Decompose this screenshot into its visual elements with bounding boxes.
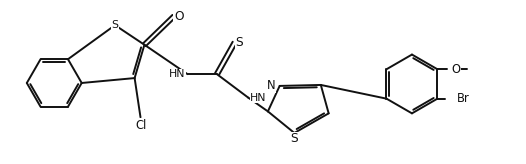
Text: S: S (236, 36, 244, 49)
Text: O: O (451, 63, 460, 76)
Text: S: S (112, 20, 118, 30)
Text: Br: Br (457, 92, 470, 105)
Text: S: S (290, 132, 298, 145)
Text: N: N (267, 79, 276, 92)
Text: HN: HN (169, 69, 186, 79)
Text: HN: HN (250, 93, 267, 103)
Text: Cl: Cl (135, 119, 146, 132)
Text: O: O (174, 10, 184, 23)
